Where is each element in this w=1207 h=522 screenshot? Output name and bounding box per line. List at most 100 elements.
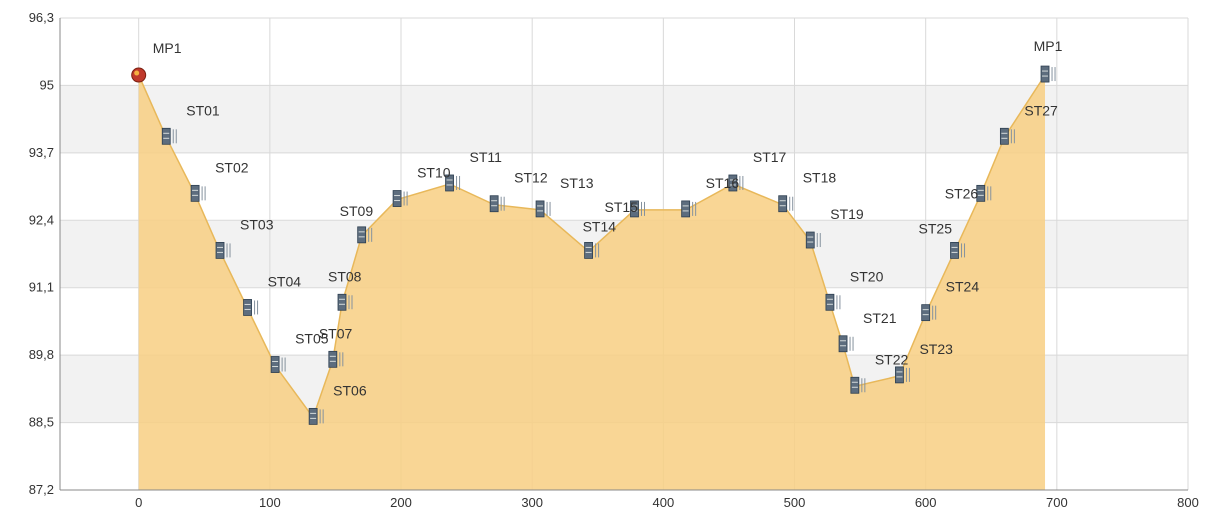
- x-tick-label: 0: [135, 495, 142, 510]
- y-tick-label: 95: [40, 77, 54, 92]
- x-tick-label: 400: [652, 495, 674, 510]
- station-marker-body: [950, 242, 959, 259]
- station-marker: [337, 293, 353, 311]
- station-label: ST11: [470, 149, 503, 165]
- station-marker-body: [445, 174, 454, 192]
- station-label: ST06: [333, 382, 367, 398]
- station-label: ST02: [215, 159, 249, 175]
- station-marker-body: [357, 226, 367, 244]
- station-marker: [838, 335, 854, 353]
- station-marker-body: [328, 350, 338, 368]
- station-marker: [445, 174, 461, 192]
- station-marker: [976, 184, 992, 202]
- station-label: ST25: [919, 220, 953, 236]
- station-marker-body: [681, 200, 691, 218]
- station-marker: [681, 200, 697, 218]
- station-label: ST17: [753, 149, 787, 165]
- station-marker-body: [895, 366, 904, 384]
- station-marker-body: [270, 356, 280, 373]
- station-label: ST08: [328, 268, 362, 284]
- x-tick-label: 500: [784, 495, 806, 510]
- station-label: ST05: [295, 331, 329, 347]
- station-marker: [728, 174, 744, 192]
- axes: [59, 18, 1188, 491]
- station-marker-body: [243, 299, 252, 316]
- station-marker-body: [825, 293, 835, 311]
- y-tick-label: 89,8: [29, 347, 54, 362]
- station-marker-body: [630, 200, 639, 218]
- station-label: ST07: [319, 325, 353, 341]
- station-marker: [243, 299, 259, 316]
- station-marker-body: [976, 184, 986, 202]
- station-label: ST15: [604, 199, 638, 215]
- x-tick-label: 100: [259, 495, 281, 510]
- station-marker: [270, 356, 286, 373]
- station-marker-body: [489, 195, 499, 213]
- station-marker: [630, 200, 645, 218]
- station-label: ST04: [268, 273, 302, 289]
- station-label: ST13: [560, 175, 594, 191]
- station-label: ST21: [863, 310, 897, 326]
- y-tick-label: 93,7: [29, 145, 54, 160]
- station-marker-body: [392, 190, 402, 207]
- y-tick-label: 88,5: [29, 415, 54, 430]
- y-tick-label: 92,4: [29, 212, 54, 227]
- y-tick-label: 91,1: [29, 280, 54, 295]
- start-marker-highlight: [134, 70, 140, 76]
- station-marker: [392, 190, 408, 207]
- station-marker-body: [850, 376, 860, 394]
- station-marker-body: [308, 407, 318, 425]
- station-label: ST01: [186, 102, 220, 118]
- station-marker: [489, 195, 505, 213]
- station-marker: [584, 242, 600, 259]
- profile-area: [138, 75, 1046, 490]
- station-label: ST09: [340, 203, 374, 219]
- station-marker-body: [215, 242, 225, 259]
- station-label: ST03: [240, 216, 274, 232]
- station-label: MP1: [1034, 38, 1063, 54]
- station-label: MP1: [153, 40, 182, 56]
- station-marker: [215, 242, 231, 259]
- station-marker: [1040, 65, 1056, 83]
- station-marker: [328, 350, 344, 368]
- station-marker: [308, 407, 324, 425]
- station-marker: [535, 200, 551, 218]
- station-marker-body: [584, 242, 593, 259]
- station-marker: [805, 231, 821, 249]
- station-label: ST12: [514, 170, 548, 186]
- station-label: ST16: [706, 175, 740, 191]
- station-marker: [999, 127, 1015, 145]
- station-marker-body: [161, 127, 171, 145]
- station-marker: [161, 127, 177, 145]
- y-tick-label: 87,2: [29, 482, 54, 497]
- tick-labels: 87,2 88,5 89,8 91,1 92,4 93,7 95 96,3 0 100 200 300…: [29, 10, 1199, 510]
- station-label: ST20: [850, 268, 884, 284]
- x-tick-label: 700: [1046, 495, 1068, 510]
- station-marker: [825, 293, 841, 311]
- station-label: ST19: [830, 206, 864, 222]
- station-label: ST18: [803, 170, 837, 186]
- x-tick-label: 300: [521, 495, 543, 510]
- x-tick-label: 600: [915, 495, 937, 510]
- x-tick-label: 200: [390, 495, 412, 510]
- station-marker-body: [190, 184, 200, 202]
- station-marker-body: [728, 174, 738, 192]
- y-tick-label: 96,3: [29, 10, 54, 25]
- station-marker: [190, 184, 206, 202]
- station-marker-body: [921, 304, 931, 322]
- station-label: ST24: [946, 279, 980, 295]
- station-marker: [357, 226, 373, 244]
- station-marker-body: [805, 231, 815, 249]
- station-label: ST26: [945, 185, 979, 201]
- station-marker-body: [337, 293, 347, 311]
- station-label: ST22: [875, 351, 909, 367]
- station-label: ST10: [417, 165, 451, 181]
- station-markers: [131, 65, 1056, 425]
- station-label: ST23: [919, 341, 953, 357]
- station-marker: [778, 195, 794, 213]
- station-marker-body: [999, 127, 1009, 145]
- station-marker-body: [1040, 65, 1050, 83]
- station-label: ST27: [1024, 102, 1058, 118]
